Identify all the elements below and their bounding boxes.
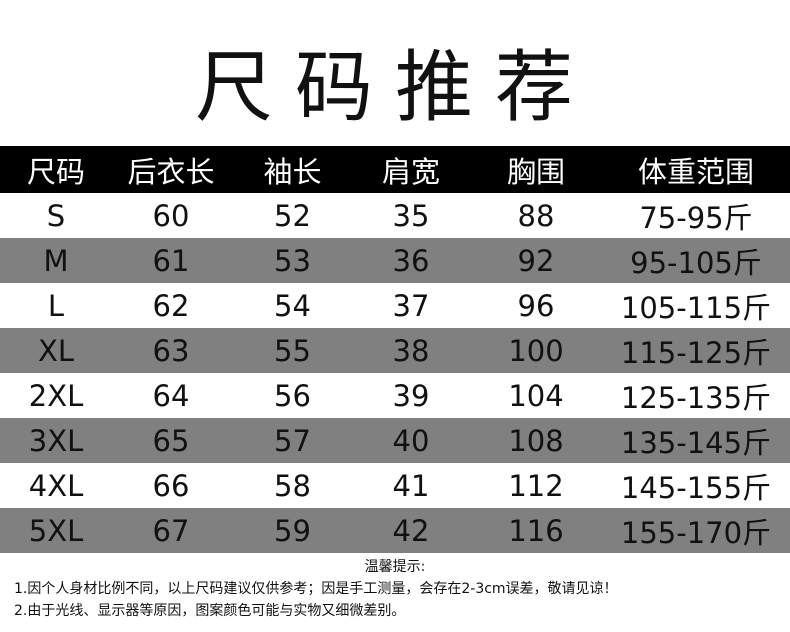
column-header: 后衣长 [127,154,215,189]
column-header: 体重范围 [637,154,754,189]
table-cell: 5XL [28,513,84,548]
table-cell: 54 [274,288,311,323]
table-header: 尺码 后衣长 袖长 肩宽 胸围 体重范围 [0,146,790,193]
table-cell: 65 [152,423,190,458]
table-cell: L [47,288,65,323]
size-table: 尺码 后衣长 袖长 肩宽 胸围 体重范围 S 60 52 35 88 75-95斤 M 61 53 36 92… [0,146,790,553]
table-cell: 40 [392,423,430,458]
table-cell: 38 [392,333,430,368]
table-cell: 66 [152,468,190,503]
table-row: 4XL 66 58 41 112 145-155斤 [0,463,790,508]
table-cell: 39 [392,378,430,413]
table-row: M 61 53 36 92 95-105斤 [0,238,790,283]
table-cell: 56 [274,378,311,413]
table-cell: 112 [508,468,564,503]
table-cell: 100 [508,333,564,368]
table-cell: 57 [274,423,311,458]
note-line: 1.因个人身材比例不同，以上尺码建议仅供参考；因是手工测量，会存在2-3cm误差… [14,581,618,597]
notes: 温馨提示: 1.因个人身材比例不同，以上尺码建议仅供参考；因是手工测量，会存在2… [0,556,790,622]
table-cell: 95-105斤 [630,245,762,280]
table-cell: 116 [508,513,564,548]
table-cell: 36 [392,243,430,278]
table-cell: 155-170斤 [620,515,772,550]
table-cell: 52 [274,198,311,233]
table-cell: 60 [152,198,190,233]
notes-title: 温馨提示: [364,559,426,575]
table-cell: 4XL [28,468,84,503]
column-header: 袖长 [263,154,322,189]
table-cell: 41 [392,468,430,503]
table-cell: 58 [274,468,311,503]
table-cell: 135-145斤 [620,425,772,460]
table-row: 5XL 67 59 42 116 155-170斤 [0,508,790,553]
table-cell: 55 [274,333,311,368]
table-cell: S [46,198,66,233]
note-line: 2.由于光线、显示器等原因，图案颜色可能与实物又细微差别。 [14,603,406,619]
table-cell: 108 [508,423,564,458]
table-cell: 96 [517,288,555,323]
table-cell: 61 [152,243,190,278]
table-cell: 42 [392,513,430,548]
table-cell: M [43,243,69,278]
table-cell: XL [37,333,75,368]
table-cell: 125-135斤 [620,380,772,415]
table-cell: 63 [152,333,190,368]
table-cell: 75-95斤 [639,200,753,235]
table-cell: 59 [274,513,311,548]
table-row: S 60 52 35 88 75-95斤 [0,193,790,238]
table-row: L 62 54 37 96 105-115斤 [0,283,790,328]
table-cell: 92 [517,243,555,278]
table-cell: 3XL [28,423,84,458]
column-header: 胸围 [506,154,565,189]
table-cell: 37 [392,288,430,323]
table-row: 3XL 65 57 40 108 135-145斤 [0,418,790,463]
table-cell: 104 [508,378,564,413]
table-cell: 64 [152,378,190,413]
table-row: 2XL 64 56 39 104 125-135斤 [0,373,790,418]
table-cell: 115-125斤 [620,335,772,370]
table-cell: 88 [517,198,555,233]
column-header: 肩宽 [381,154,440,189]
table-cell: 145-155斤 [620,470,772,505]
table-cell: 35 [392,198,430,233]
table-cell: 53 [274,243,311,278]
page-title: 尺码推荐 [194,43,595,133]
table-cell: 105-115斤 [620,290,772,325]
column-header: 尺码 [26,154,85,189]
table-cell: 62 [152,288,190,323]
table-cell: 2XL [28,378,84,413]
table-cell: 67 [152,513,190,548]
table-row: XL 63 55 38 100 115-125斤 [0,328,790,373]
